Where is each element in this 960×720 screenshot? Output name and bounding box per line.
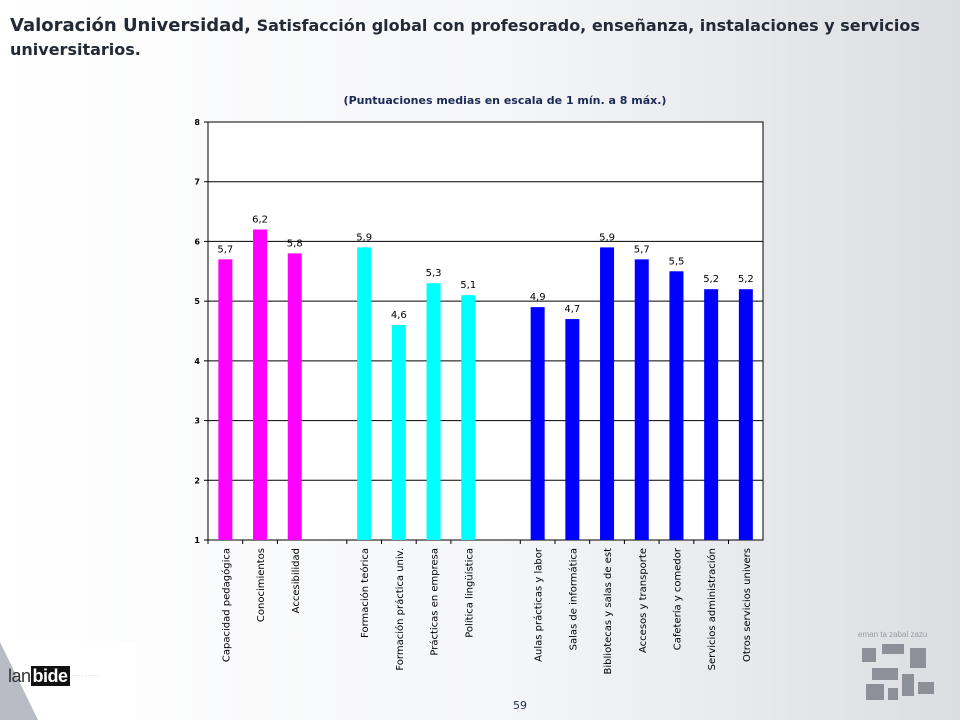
logo-bold-text: bide: [30, 666, 70, 686]
y-tick-label: 6: [194, 237, 200, 246]
logo-motto: eman ta zabal zazu: [858, 630, 928, 639]
x-tick-label: Accesibilidad: [291, 548, 302, 613]
x-tick-label: Servicios administración: [706, 548, 718, 670]
data-label: 5,7: [634, 244, 650, 255]
x-tick-label: Cafetería y comedor: [671, 547, 683, 650]
y-tick-label: 2: [194, 476, 200, 485]
bar: [287, 253, 302, 540]
title-rest: Satisfacción global con profesorado, ens…: [10, 16, 920, 59]
x-tick-label: Bibliotecas y salas de est: [603, 548, 614, 675]
data-label: 4,6: [391, 310, 407, 321]
bar: [738, 289, 753, 540]
bar: [704, 289, 719, 540]
data-label: 5,3: [426, 268, 442, 279]
university-emblem-icon: [862, 644, 934, 700]
x-tick-label: Formación práctica univ.: [394, 548, 406, 671]
x-tick-label: Otros servicios univers: [742, 548, 753, 662]
bar: [253, 229, 268, 540]
bar: [634, 259, 649, 540]
y-tick-label: 3: [194, 417, 200, 426]
bar: [530, 307, 545, 540]
x-tick-label: Accesos y transporte: [638, 548, 649, 653]
x-tick-label: Aulas prácticas y labor: [533, 547, 545, 662]
x-tick-label: Capacidad pedagógica: [220, 548, 232, 662]
x-tick-label: Prácticas en empresa: [429, 548, 441, 656]
chart-subtitle: (Puntuaciones medias en escala de 1 mín.…: [343, 94, 667, 107]
data-label: 5,7: [217, 244, 233, 255]
bar: [669, 271, 684, 540]
y-tick-label: 1: [194, 536, 200, 545]
y-tick-label: 8: [194, 118, 200, 127]
bar: [600, 247, 615, 540]
y-tick-label: 4: [194, 357, 200, 366]
x-tick-label: Salas de informática: [567, 548, 579, 650]
data-label: 5,2: [703, 274, 719, 285]
x-tick-label: Política lingüística: [463, 548, 475, 638]
bar: [357, 247, 372, 540]
bar: [565, 319, 580, 540]
bar: [461, 295, 476, 540]
bar: [218, 259, 233, 540]
title-lead: Valoración Universidad,: [10, 15, 251, 36]
x-tick-label: Formación teórica: [359, 548, 371, 638]
data-label: 5,9: [599, 232, 615, 243]
data-label: 4,7: [564, 304, 580, 315]
bar: [391, 325, 406, 540]
x-tick-label: Conocimientos: [256, 548, 267, 622]
page-number: 59: [513, 699, 527, 712]
university-logo: eman ta zabal zazu: [852, 626, 942, 706]
lanbide-logo: lan bide ····· ······: [0, 642, 136, 720]
data-label: 5,1: [460, 280, 476, 291]
y-tick-label: 5: [194, 297, 200, 306]
page-title: Valoración Universidad, Satisfacción glo…: [10, 14, 935, 62]
bar: [426, 283, 441, 540]
y-tick-label: 7: [194, 178, 200, 187]
logo-tagline: ····· ······: [72, 672, 99, 680]
logo-wordmark: lan bide: [8, 666, 70, 687]
data-label: 5,9: [356, 232, 372, 243]
logo-light-text: lan: [8, 666, 31, 686]
data-label: 4,9: [530, 292, 546, 303]
data-label: 5,2: [738, 274, 754, 285]
data-label: 5,8: [287, 238, 303, 249]
data-label: 6,2: [252, 214, 268, 225]
data-label: 5,5: [668, 256, 684, 267]
